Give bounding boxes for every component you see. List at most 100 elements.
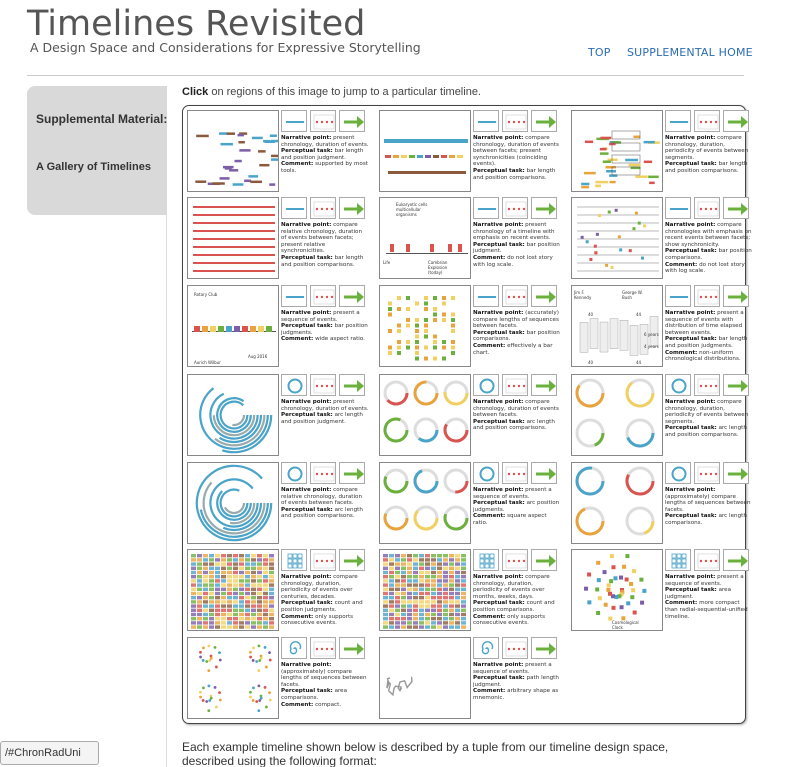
comment-line: Comment: square aspect ratio. [473, 513, 561, 526]
timeline-cell[interactable]: Narrative point: compare chronology, dur… [379, 374, 561, 456]
thumbnail-label: 40 [588, 312, 594, 317]
representation-icon [281, 110, 307, 132]
perceptual-task-text: arc position judgments. [473, 500, 560, 513]
timeline-cell[interactable]: Eukaryotic cells multicellular organisms Li… [379, 197, 561, 279]
timeline-thumbnail[interactable] [571, 197, 663, 279]
instruction-rest: on regions of this image to jump to a pa… [208, 86, 481, 98]
perceptual-task-text: bar position judgment. [473, 241, 560, 255]
timeline-thumbnail[interactable] [187, 462, 279, 544]
timeline-cell[interactable]: Narrative point: present a sequence of e… [379, 462, 561, 544]
comment-text: only supports consecutive events. [281, 613, 354, 627]
timeline-description: Narrative point: present chronology, dur… [281, 135, 369, 175]
perceptual-task-label: Perceptual task: [665, 336, 717, 343]
timeline-cell[interactable]: Rotary Club Aurich Wilbur Aug 2016 Narrativ… [187, 285, 369, 367]
narrative-point-text: (approximately) compare lengths of seque… [281, 668, 367, 688]
timeline-cell[interactable]: Narrative point: compare relative chrono… [187, 197, 369, 279]
narrative-point-line: Narrative point: (approximately) compare… [665, 487, 753, 513]
perceptual-task-text: path length judgment. [473, 675, 559, 688]
comment-line: Comment: only supports consecutive event… [281, 614, 369, 627]
timeline-thumbnail[interactable] [187, 110, 279, 192]
scale-icon [502, 285, 528, 307]
narrative-point-text: present a sequence of events with distri… [665, 310, 744, 336]
timeline-cell[interactable]: Narrative point: (approximately) compare… [571, 462, 753, 544]
timeline-thumbnail[interactable] [187, 374, 279, 456]
timeline-cell[interactable]: Narrative point: present chronology, dur… [187, 110, 369, 192]
layout-icon [531, 110, 557, 132]
timeline-cell[interactable]: Narrative point: compare chronologies wi… [571, 197, 753, 279]
layout-icon [531, 197, 557, 219]
timeline-thumbnail[interactable] [379, 637, 471, 719]
representation-icon [473, 197, 499, 219]
nav-supplemental-home-link[interactable]: SUPPLEMENTAL HOME [627, 46, 753, 59]
narrative-point-text: present chronology of a timeline with em… [473, 222, 555, 242]
timeline-cell[interactable]: Narrative point: present chronology, dur… [187, 374, 369, 456]
timeline-cell[interactable]: Narrative point: compare chronology, dur… [379, 549, 561, 631]
layout-icon [339, 549, 365, 571]
timeline-description: Narrative point: compare relative chrono… [281, 222, 369, 268]
perceptual-task-text: bar length and position judgments. [665, 336, 748, 349]
timeline-thumbnail[interactable] [187, 637, 279, 719]
narrative-point-line: Narrative point: (accurately) compare le… [473, 310, 561, 330]
comment-line: Comment: supported by most tools. [281, 161, 369, 174]
nav-top-link[interactable]: TOP [588, 46, 611, 59]
narrative-point-line: Narrative point: compare chronology, dur… [665, 135, 753, 161]
timeline-description: Narrative point: (accurately) compare le… [473, 310, 561, 356]
perceptual-task-label: Perceptual task: [473, 241, 525, 248]
narrative-point-line: Narrative point: present a sequence of e… [473, 662, 561, 675]
timeline-cell[interactable]: Cosmological Clock Narrative point: presen… [571, 549, 753, 631]
narrative-point-text: compare chronology, duration of events b… [473, 135, 559, 168]
timeline-gallery[interactable]: Narrative point: present chronology, dur… [182, 105, 752, 724]
layout-icon [531, 637, 557, 659]
timeline-thumbnail[interactable] [379, 374, 471, 456]
timeline-cell[interactable]: Narrative point: compare chronology, dur… [379, 110, 561, 192]
timeline-thumbnail[interactable] [379, 462, 471, 544]
timeline-thumbnail[interactable]: Eukaryotic cells multicellular organisms Li… [379, 197, 471, 279]
perceptual-task-label: Perceptual task: [665, 425, 717, 432]
timeline-thumbnail[interactable] [571, 110, 663, 192]
timeline-thumbnail[interactable]: Cosmological Clock [571, 549, 663, 631]
footer-line-1: Each example timeline shown below is des… [182, 740, 669, 754]
timeline-cell[interactable]: Jim F. Kennedy George W. Bush 40 44 6 years 4 y… [571, 285, 753, 367]
thumbnail-label: 6 years [644, 332, 659, 337]
timeline-cell[interactable]: Narrative point: present a sequence of e… [379, 637, 561, 719]
comment-label: Comment: [473, 613, 506, 620]
timeline-cell[interactable]: Narrative point: (accurately) compare le… [379, 285, 561, 367]
perceptual-task-text: bar position comparisons. [665, 248, 752, 261]
narrative-point-text: compare relative chronology, duration of… [281, 222, 362, 255]
design-space-icons [281, 637, 367, 661]
timeline-cell[interactable]: Narrative point: compare chronology, dur… [571, 374, 753, 456]
timeline-cell[interactable]: Narrative point: compare relative chrono… [187, 462, 369, 544]
representation-icon [665, 197, 691, 219]
timeline-thumbnail[interactable]: Rotary Club Aurich Wilbur Aug 2016 [187, 285, 279, 367]
timeline-thumbnail[interactable] [187, 197, 279, 279]
timeline-thumbnail[interactable] [187, 549, 279, 631]
layout-icon [339, 110, 365, 132]
timeline-cell[interactable]: Narrative point: (approximately) compare… [187, 637, 369, 719]
representation-icon [473, 637, 499, 659]
comment-label: Comment: [473, 342, 506, 349]
timeline-thumbnail[interactable] [571, 374, 663, 456]
timeline-thumbnail[interactable] [379, 110, 471, 192]
comment-label: Comment: [281, 336, 314, 343]
timeline-thumbnail[interactable]: Jim F. Kennedy George W. Bush 40 44 6 years 4 y… [571, 285, 663, 367]
sidebar-subheading[interactable]: A Gallery of Timelines [36, 161, 151, 173]
timeline-thumbnail[interactable] [379, 549, 471, 631]
layout-icon [531, 549, 557, 571]
narrative-point-line: Narrative point: (approximately) compare… [281, 662, 369, 688]
scale-icon [502, 110, 528, 132]
perceptual-task-line: Perceptual task: arc length and position… [281, 412, 369, 425]
narrative-point-label: Narrative point: [665, 487, 716, 493]
scale-icon [502, 549, 528, 571]
perceptual-task-label: Perceptual task: [473, 675, 525, 682]
timeline-thumbnail[interactable] [379, 285, 471, 367]
perceptual-task-line: Perceptual task: count and position judg… [281, 600, 369, 613]
bookmark-tab[interactable]: /#ChronRadUni [0, 741, 99, 765]
footer-line-2: described using the following format: [182, 754, 377, 767]
timeline-cell[interactable]: Narrative point: compare chronology, dur… [187, 549, 369, 631]
timeline-cell[interactable]: Narrative point: compare chronology, dur… [571, 110, 753, 192]
comment-text: arbitrary shape as mnemonic. [473, 688, 559, 701]
perceptual-task-label: Perceptual task: [473, 167, 525, 174]
representation-icon [473, 374, 499, 396]
timeline-thumbnail[interactable] [571, 462, 663, 544]
perceptual-task-text: count and position comparisons. [473, 600, 555, 613]
